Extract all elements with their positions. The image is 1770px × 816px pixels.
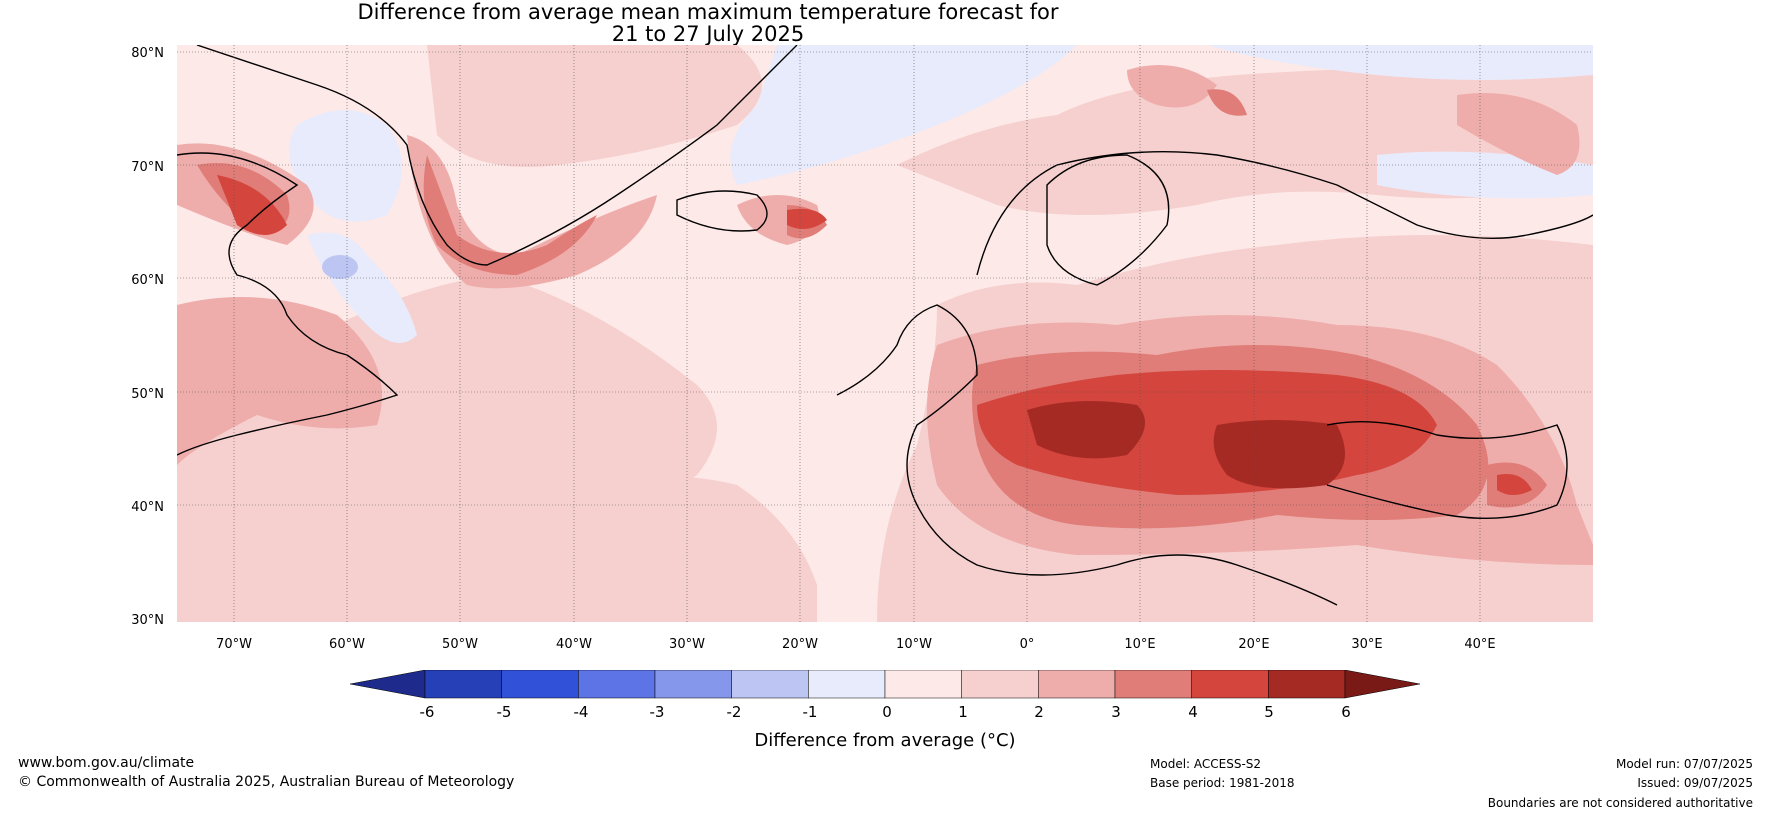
lat-tick-70n: 70°N: [131, 160, 164, 175]
map-title-line2: 21 to 27 July 2025: [611, 22, 805, 46]
colorbar-tick: 3: [1111, 703, 1121, 721]
lat-tick-50n: 50°N: [131, 387, 164, 402]
lon-tick-10e: 10°E: [1124, 637, 1156, 652]
lon-tick-30w: 30°W: [669, 637, 705, 652]
lat-tick-60n: 60°N: [131, 273, 164, 288]
colorbar-segment: [424, 670, 502, 699]
anomaly-zone-5-6: [1027, 401, 1345, 489]
graticule: [177, 45, 1593, 622]
lon-tick-20e: 20°E: [1238, 637, 1270, 652]
website-text: www.bom.gov.au/climate: [18, 755, 195, 771]
issued-text: Issued: 09/07/2025: [1637, 776, 1753, 790]
colorbar-segment: [808, 670, 886, 699]
colorbar-tick: -1: [802, 703, 818, 721]
lon-tick-60w: 60°W: [329, 637, 365, 652]
base-period-text: Base period: 1981-2018: [1150, 776, 1295, 790]
map-title-line1: Difference from average mean maximum tem…: [357, 0, 1059, 24]
model-run-text: Model run: 07/07/2025: [1615, 757, 1753, 771]
copyright-text: © Commonwealth of Australia 2025, Austra…: [18, 774, 515, 790]
temperature-anomaly-map: [177, 45, 1593, 622]
lon-tick-30e: 30°E: [1351, 637, 1383, 652]
colorbar-tick: -5: [496, 703, 512, 721]
lat-tick-40n: 40°N: [131, 500, 164, 515]
anomaly-zone-neg1-0: [289, 45, 1593, 343]
colorbar-tick: -3: [649, 703, 665, 721]
lon-tick-70w: 70°W: [216, 637, 252, 652]
colorbar-extend-high: [1344, 670, 1420, 699]
colorbar: [350, 670, 1420, 699]
colorbar-label: Difference from average (°C): [754, 730, 1016, 751]
colorbar-segment: [1191, 670, 1269, 699]
colorbar-tick: 1: [958, 703, 968, 721]
colorbar-segment: [654, 670, 732, 699]
anomaly-zone-neg2-neg1: [322, 255, 358, 279]
boundaries-disclaimer: Boundaries are not considered authoritat…: [1487, 796, 1753, 810]
lon-tick-50w: 50°W: [442, 637, 478, 652]
colorbar-segment: [501, 670, 579, 699]
colorbar-extend-low: [350, 670, 426, 699]
lat-tick-80n: 80°N: [131, 46, 164, 61]
colorbar-segment: [731, 670, 809, 699]
colorbar-tick: 0: [882, 703, 892, 721]
colorbar-tick: 4: [1188, 703, 1198, 721]
coastlines: [177, 45, 1593, 606]
model-text: Model: ACCESS-S2: [1150, 757, 1262, 771]
colorbar-tick: 6: [1341, 703, 1351, 721]
colorbar-segment: [1038, 670, 1116, 699]
lon-tick-20w: 20°W: [782, 637, 818, 652]
colorbar-tick: 5: [1264, 703, 1274, 721]
lon-tick-0: 0°: [1019, 637, 1035, 652]
lon-tick-40w: 40°W: [556, 637, 592, 652]
colorbar-segment: [1268, 670, 1346, 699]
colorbar-tick: -6: [419, 703, 435, 721]
colorbar-tick: 2: [1034, 703, 1044, 721]
colorbar-tick: -2: [726, 703, 742, 721]
lat-tick-30n: 30°N: [131, 613, 164, 628]
colorbar-tick: -4: [573, 703, 589, 721]
colorbar-segment: [884, 670, 962, 699]
lon-tick-10w: 10°W: [896, 637, 932, 652]
lon-tick-40e: 40°E: [1464, 637, 1496, 652]
colorbar-segment: [961, 670, 1039, 699]
colorbar-segment: [578, 670, 656, 699]
colorbar-segment: [1114, 670, 1192, 699]
